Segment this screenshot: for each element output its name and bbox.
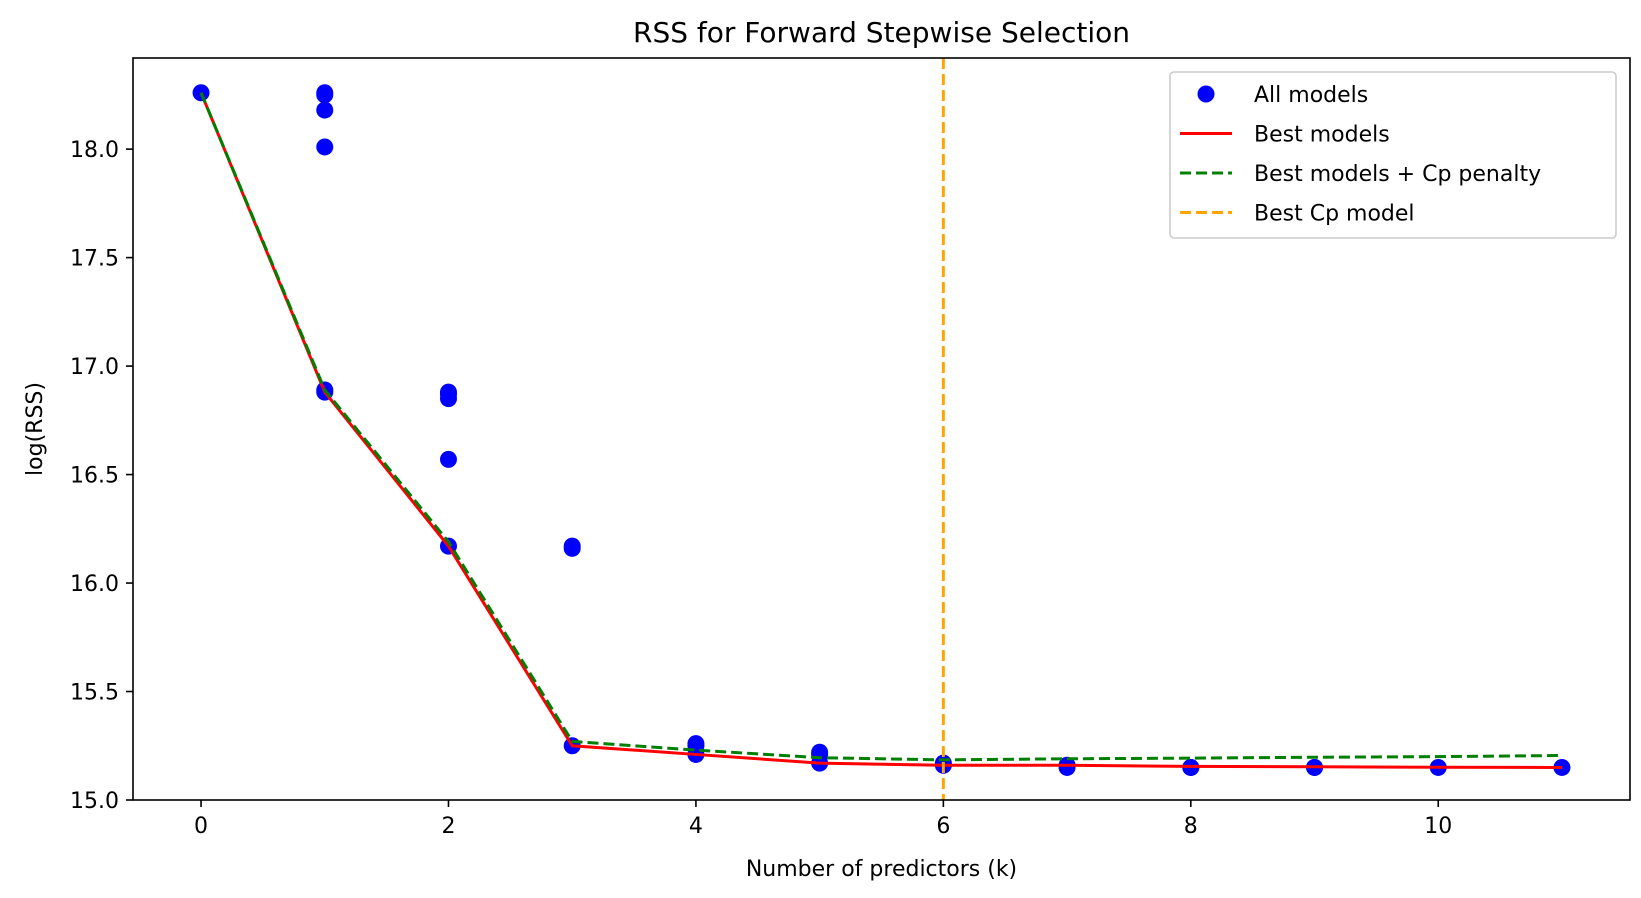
x-tick-label: 4 — [689, 814, 703, 839]
legend-label: All models — [1254, 83, 1368, 108]
y-tick-label: 15.0 — [70, 789, 119, 814]
scatter-point — [316, 101, 334, 119]
scatter-point — [316, 138, 334, 156]
x-tick-label: 6 — [936, 814, 950, 839]
scatter-point — [439, 450, 457, 468]
chart-title: RSS for Forward Stepwise Selection — [633, 16, 1130, 49]
legend-label: Best models + Cp penalty — [1254, 162, 1541, 187]
axes-frame — [132, 57, 1631, 801]
scatter-point — [316, 86, 334, 104]
x-tick-label: 10 — [1424, 814, 1452, 839]
scatter-point — [1058, 758, 1076, 776]
scatter-point — [563, 539, 581, 557]
plot-area — [192, 58, 1571, 800]
x-tick-label: 8 — [1184, 814, 1198, 839]
y-tick-label: 16.0 — [70, 572, 119, 597]
y-tick-label: 15.5 — [70, 681, 119, 706]
scatter-point — [439, 390, 457, 408]
y-tick-label: 16.5 — [70, 464, 119, 489]
x-axis-label: Number of predictors (k) — [746, 857, 1017, 882]
legend-box — [1169, 71, 1617, 239]
y-tick-label: 18.0 — [70, 138, 119, 163]
legend-label: Best Cp model — [1254, 202, 1415, 227]
y-axis-label: log(RSS) — [23, 382, 48, 476]
x-tick-label: 2 — [441, 814, 455, 839]
series-line — [199, 92, 1562, 769]
axis-ticks: 0 2 4 6 8 10 15.0 15.5 16.0 16.5 17.0 17.5 18.0 — [70, 138, 1452, 839]
legend: All models Best models Best models + Cp pe… — [1169, 71, 1617, 239]
y-tick-label: 17.5 — [70, 247, 119, 272]
legend-label: Best models — [1254, 123, 1390, 148]
series-line — [199, 92, 1562, 762]
x-tick-label: 0 — [194, 814, 208, 839]
legend-marker — [1197, 85, 1215, 103]
y-tick-label: 17.0 — [70, 355, 119, 380]
